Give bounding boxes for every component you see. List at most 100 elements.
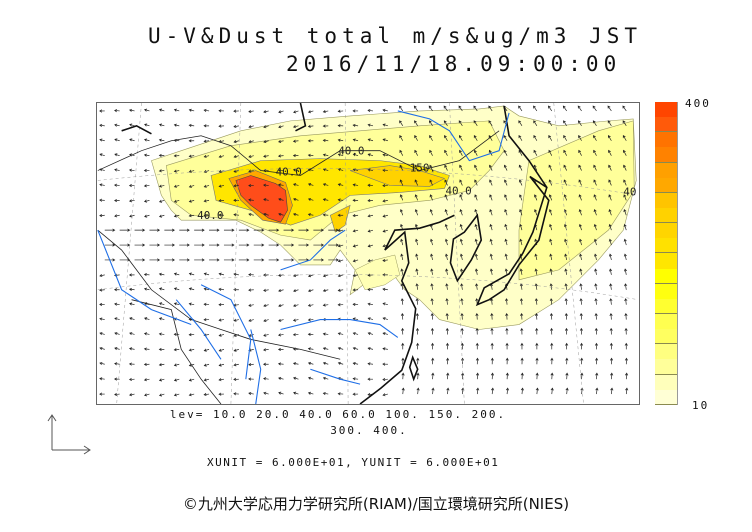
wind-arrow — [382, 393, 388, 397]
wind-arrow — [549, 283, 553, 290]
colorbar-band — [655, 283, 677, 299]
wind-arrow — [445, 298, 449, 305]
wind-arrow — [488, 135, 493, 141]
wind-arrow — [520, 372, 524, 380]
wind-arrow — [144, 214, 150, 218]
wind-arrow — [144, 108, 150, 112]
wind-arrow — [164, 258, 175, 262]
wind-arrow — [278, 304, 284, 308]
wind-arrow — [534, 268, 538, 275]
wind-arrow — [520, 342, 524, 350]
wind-arrow — [188, 169, 195, 173]
wind-arrow — [474, 179, 478, 186]
wind-arrow — [278, 333, 284, 337]
wind-arrow — [248, 377, 254, 381]
wind-arrow — [504, 253, 508, 261]
wind-arrow — [337, 213, 344, 217]
colorbar-band — [655, 177, 677, 193]
wind-arrow — [519, 268, 523, 275]
wind-arrow — [337, 138, 344, 142]
wind-arrow — [444, 223, 448, 231]
wind-arrow — [458, 120, 463, 127]
wind-arrow — [307, 139, 314, 143]
wind-arrow — [578, 179, 582, 186]
wind-arrow — [564, 238, 568, 246]
wind-arrow — [595, 372, 599, 380]
wind-arrow — [535, 357, 539, 365]
wind-arrow — [114, 332, 120, 336]
wind-arrow — [474, 223, 478, 231]
wind-arrow — [322, 213, 329, 217]
wind-arrow — [505, 312, 509, 320]
wind-arrow — [322, 303, 329, 307]
wind-arrow — [429, 179, 433, 186]
wind-arrow — [248, 109, 254, 113]
wind-arrow — [307, 289, 314, 293]
wind-arrow — [443, 120, 448, 127]
wind-arrow — [382, 377, 388, 382]
wind-arrow — [307, 183, 314, 187]
wind-arrow — [283, 243, 295, 247]
wind-arrow — [263, 318, 269, 322]
wind-arrow — [263, 212, 269, 216]
wind-arrow — [445, 312, 449, 320]
wind-arrow — [593, 223, 597, 231]
wind-arrow — [578, 209, 582, 216]
wind-arrow — [352, 244, 359, 248]
wind-arrow — [593, 209, 597, 216]
wind-arrow — [565, 387, 569, 395]
wind-arrow — [218, 213, 224, 217]
wind-arrow — [382, 258, 388, 262]
wind-arrow — [625, 387, 629, 395]
contour-label: 40.0 — [623, 185, 640, 198]
wind-arrow — [203, 348, 210, 352]
wind-arrow — [430, 342, 435, 350]
wind-arrow — [337, 168, 344, 172]
wind-arrow — [218, 333, 225, 337]
wind-arrow — [474, 268, 479, 275]
wind-arrow — [382, 214, 388, 218]
wind-arrow — [337, 244, 344, 248]
wind-arrow — [119, 243, 131, 247]
wind-arrow — [307, 197, 314, 202]
wind-arrow — [577, 105, 582, 112]
wind-arrow — [238, 243, 250, 247]
wind-arrow — [218, 124, 224, 128]
wind-arrow — [580, 357, 584, 365]
wind-arrow — [307, 153, 314, 157]
wind-arrow — [458, 105, 463, 112]
wind-arrow — [352, 214, 359, 218]
wind-arrow — [218, 287, 225, 291]
wind-arrow — [414, 223, 419, 231]
wind-arrow — [322, 391, 329, 396]
wind-arrow — [519, 209, 523, 216]
wind-arrow — [209, 258, 220, 262]
wind-arrow — [490, 342, 494, 350]
wind-arrow — [203, 287, 210, 291]
wind-arrow — [292, 274, 299, 278]
wind-arrow — [473, 135, 478, 141]
wind-arrow — [415, 298, 419, 305]
wind-arrow — [489, 179, 493, 186]
wind-arrow — [223, 228, 235, 232]
wind-arrow — [444, 179, 448, 186]
wind-arrow — [233, 377, 239, 381]
wind-arrow — [489, 253, 493, 261]
wind-arrow — [283, 228, 295, 232]
wind-arrow — [158, 153, 165, 158]
wind-arrow — [475, 283, 479, 290]
wind-arrow — [307, 391, 314, 395]
wind-arrow — [293, 391, 299, 395]
wind-arrow — [248, 363, 254, 367]
wind-arrow — [188, 393, 195, 397]
wind-arrow — [129, 302, 135, 306]
wind-arrow — [328, 228, 339, 232]
wind-arrow — [233, 169, 239, 173]
wind-arrow — [475, 327, 479, 335]
wind-arrow — [367, 302, 374, 306]
wind-arrow — [549, 223, 553, 231]
wind-arrow — [476, 387, 480, 395]
wind-arrow — [248, 154, 254, 158]
wind-arrow — [129, 332, 135, 336]
wind-arrow — [431, 372, 435, 380]
